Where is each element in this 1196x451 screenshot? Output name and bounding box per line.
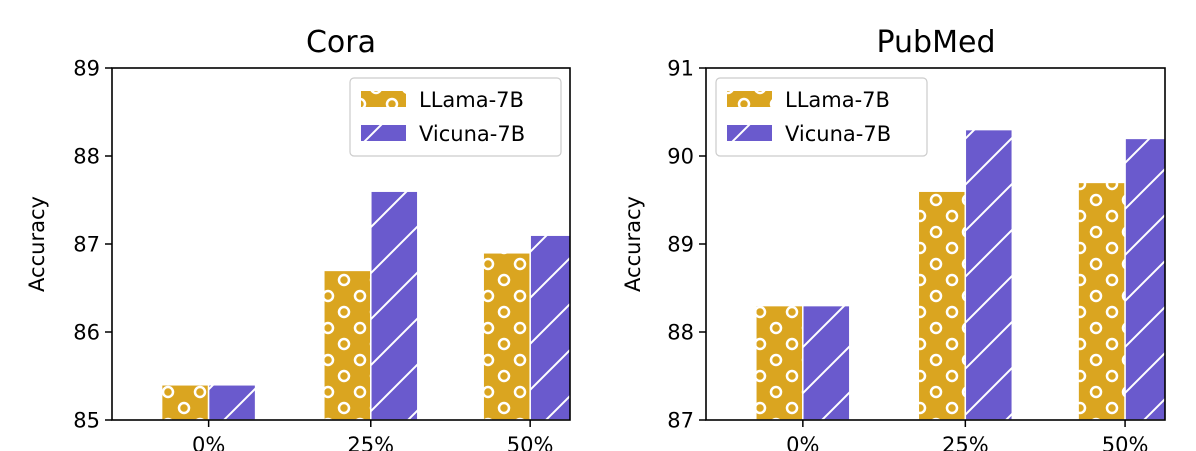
- legend-label: LLama-7B: [785, 88, 890, 112]
- legend-item-vicuna-7b: Vicuna-7B: [361, 122, 525, 146]
- legend: LLama-7B Vicuna-7B: [349, 77, 562, 157]
- legend-item-vicuna-7b: Vicuna-7B: [727, 122, 891, 146]
- bars-group: [755, 128, 1165, 420]
- chart-title: Cora: [306, 25, 376, 60]
- y-tick-label: 90: [667, 145, 694, 169]
- x-tick-label: 50%: [507, 433, 554, 451]
- x-tick-label: 25%: [347, 433, 394, 451]
- bar-llama-7b-25pct: [917, 190, 967, 420]
- x-tick-label: 0%: [192, 433, 225, 451]
- bar-vicuna-7b-50pct: [529, 234, 570, 420]
- axes-group: 85 86 87 88 89 0% 25% 50%: [73, 57, 571, 451]
- legend: LLama-7B Vicuna-7B: [715, 77, 928, 157]
- bar-llama-7b-50pct: [482, 252, 531, 420]
- bar-llama-7b-25pct: [323, 269, 372, 420]
- x-tick-label: 0%: [786, 433, 819, 451]
- x-tick-label: 50%: [1102, 433, 1149, 451]
- bar-vicuna-7b-0pct: [802, 304, 851, 420]
- bar-llama-7b-50pct: [1077, 181, 1126, 420]
- y-tick-label: 87: [667, 409, 694, 433]
- cora-panel: Cora Accuracy 85 86 87 88 89 0% 25% 50% LLama-7…: [25, 25, 571, 451]
- y-tick-label: 91: [667, 57, 694, 81]
- axes-group: 87 88 89 90 91 0% 25% 50%: [667, 57, 1166, 451]
- pubmed-panel: PubMed Accuracy 87 88 89 90 91 0% 25% 50% LLama…: [621, 25, 1166, 451]
- bar-vicuna-7b-25pct: [370, 190, 419, 420]
- legend-item-llama-7b: LLama-7B: [361, 88, 524, 112]
- chart-title: PubMed: [876, 25, 995, 60]
- y-axis-label: Accuracy: [25, 196, 49, 292]
- bar-vicuna-7b-0pct: [207, 384, 257, 420]
- y-tick-label: 85: [73, 409, 100, 433]
- y-tick-label: 86: [73, 321, 100, 345]
- bar-llama-7b-0pct: [755, 304, 804, 420]
- y-axis-label: Accuracy: [621, 196, 645, 292]
- y-tick-label: 88: [73, 145, 100, 169]
- y-tick-label: 87: [73, 233, 100, 257]
- legend-item-llama-7b: LLama-7B: [727, 88, 890, 112]
- y-tick-label: 89: [667, 233, 694, 257]
- bar-llama-7b-0pct: [160, 384, 210, 420]
- bar-vicuna-7b-50pct: [1124, 137, 1165, 420]
- legend-label: Vicuna-7B: [785, 122, 891, 146]
- bars-group: [160, 190, 570, 420]
- y-tick-label: 88: [667, 321, 694, 345]
- bar-vicuna-7b-25pct: [964, 128, 1014, 420]
- legend-label: LLama-7B: [419, 88, 524, 112]
- legend-label: Vicuna-7B: [419, 122, 525, 146]
- x-tick-label: 25%: [942, 433, 989, 451]
- y-tick-label: 89: [73, 57, 100, 81]
